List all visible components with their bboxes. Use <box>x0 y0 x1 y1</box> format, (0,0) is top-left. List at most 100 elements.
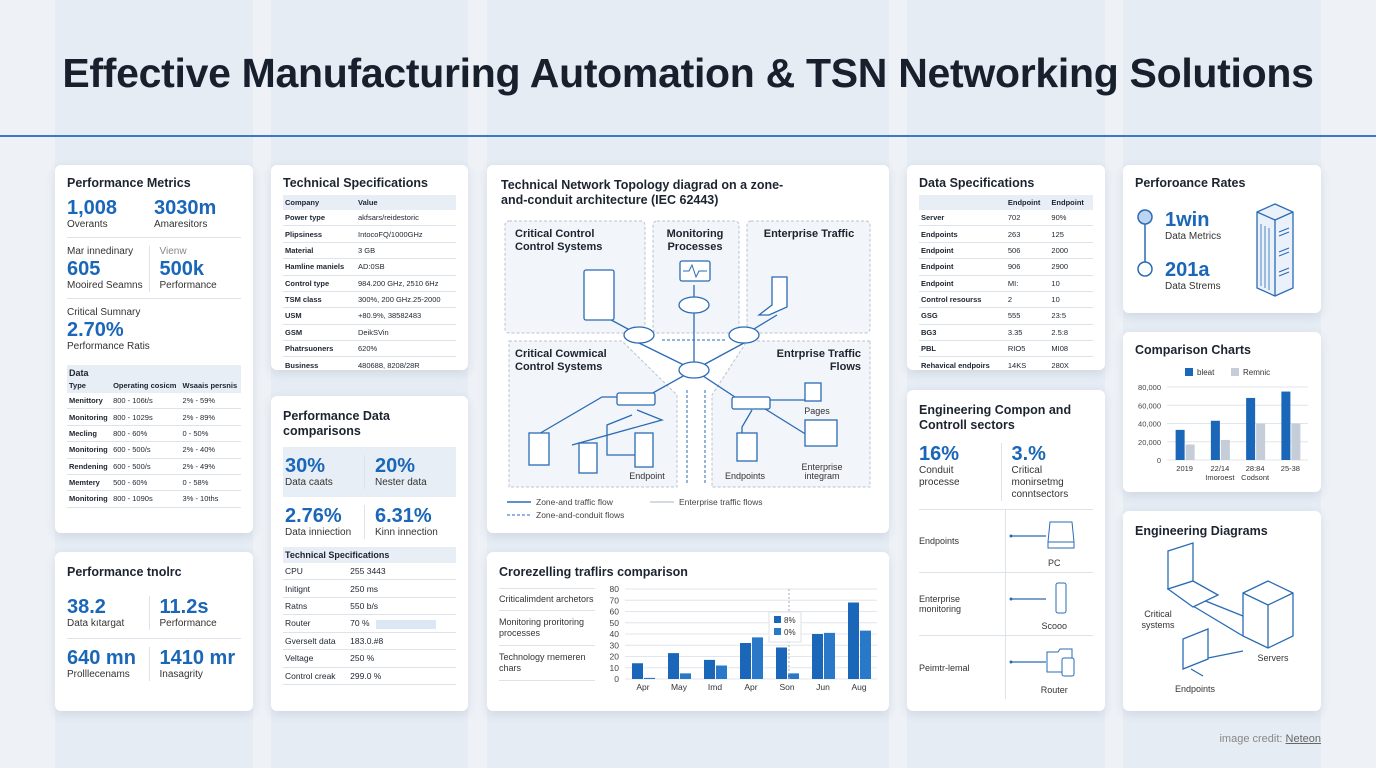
table-row: Endpoint 506 2000 <box>919 242 1093 260</box>
x-tick-label: Aug <box>851 682 866 692</box>
bar <box>788 673 799 679</box>
table-row: USM +80.9%, 38582483 <box>283 307 456 325</box>
table-cell: Mecling <box>67 425 112 443</box>
table-cell: 480688, 8208/28R <box>356 356 456 374</box>
table-row: Rendening 600 - 500/s 2% - 49% <box>67 458 241 475</box>
laptop-icon <box>757 276 788 316</box>
credit-prefix: image credit: <box>1219 733 1286 745</box>
bar <box>1185 444 1195 460</box>
x-tick-label: 2019 <box>1176 464 1193 473</box>
router-icon <box>623 326 655 344</box>
legend-label: bleat <box>1197 368 1215 377</box>
table-cell: 2% - 59% <box>180 393 241 410</box>
table-row: Menittory 800 - 106t/s 2% - 59% <box>67 393 241 410</box>
device-label: Endpoint <box>629 471 665 481</box>
image-credit: image credit: Neteon <box>1219 733 1321 745</box>
table-cell: Endpoint <box>919 242 1006 260</box>
metric-label: Overants <box>67 219 108 230</box>
legend-label: Remnic <box>1243 368 1270 377</box>
table-cell: Endpoint <box>919 275 1006 292</box>
table-cell: 70 % <box>348 614 456 633</box>
metric-label: Data inniection <box>285 527 352 538</box>
table-row: Hamline maniels AD:0SB <box>283 258 456 276</box>
metric-value: 2.70% <box>67 319 124 341</box>
table-cell: 90% <box>1049 210 1093 227</box>
bar <box>704 659 715 679</box>
router-icon <box>728 326 760 344</box>
table-cell: Control type <box>283 275 356 292</box>
metric-value: 500k <box>159 258 205 280</box>
table-row: Control resourss 2 10 <box>919 291 1093 309</box>
card-title: Crorezelling traflirs comparison <box>499 565 688 579</box>
table-cell: 800 - 1090s <box>111 490 181 508</box>
table-row: Material 3 GB <box>283 242 456 260</box>
specs-table: Company Value Power type akfsars/reidestor… <box>283 195 456 374</box>
table-cell: GSM <box>283 324 356 342</box>
card-title: Performance Metrics <box>67 176 191 190</box>
performance-metrics-card: Performance Metrics 1,008 Overants 3030m A… <box>55 165 253 533</box>
table-cell: MI: <box>1005 275 1050 292</box>
side-item: Technology rnemeren chars <box>499 646 595 681</box>
usb-icon <box>1009 582 1066 614</box>
table-cell: 263 <box>1005 225 1050 243</box>
legend-swatch <box>1185 368 1193 376</box>
router-icon <box>678 361 710 379</box>
table-row: Mecling 800 - 60% 0 - 50% <box>67 425 241 443</box>
table-row: PBL RIO5 MI08 <box>919 340 1093 358</box>
bar <box>860 630 871 679</box>
router-progress-bar <box>375 619 437 629</box>
table-cell: MI08 <box>1049 340 1093 358</box>
table-cell: 250 ms <box>348 579 456 598</box>
x-tick-label: 28:84 <box>1246 464 1265 473</box>
x-tick-label: 25-38 <box>1281 464 1300 473</box>
column-header: Wsaais persnis <box>180 378 241 393</box>
data-table: Data Type Operating cosicm Wsaais persnis … <box>67 365 241 508</box>
table-cell: 2% - 40% <box>180 441 241 459</box>
y-tick-label: 80,000 <box>1138 383 1161 392</box>
card-title: Engineering Diagrams <box>1135 524 1268 538</box>
x-tick-label: Apr <box>636 682 649 692</box>
plc-icon <box>528 432 550 466</box>
zone-label: Enterprise Traffic <box>764 228 854 240</box>
table-cell: 555 <box>1005 307 1050 325</box>
side-item: Monitoring proritoring processes <box>499 611 595 646</box>
table-cell: Rehavical endpoirs <box>919 356 1006 374</box>
device-label: PC <box>1047 558 1061 568</box>
table-cell: Power type <box>283 210 356 227</box>
table-cell: 10 <box>1049 275 1093 292</box>
component-row: Peimtr-lemal Router <box>919 636 1093 699</box>
y-tick-label: 20 <box>610 652 620 662</box>
table-cell: 600 - 500/s <box>111 441 181 459</box>
credit-link[interactable]: Neteon <box>1285 733 1321 745</box>
y-tick-label: 80 <box>610 584 620 594</box>
card-title: Comparison Charts <box>1135 343 1251 357</box>
x-tick-label: Imoroest <box>1205 473 1235 482</box>
table-cell: 500 - 60% <box>111 474 181 492</box>
table-cell: 600 - 500/s <box>111 458 181 475</box>
metric-label: Data Metrics <box>1165 231 1222 242</box>
bar <box>716 665 727 679</box>
y-tick-label: 50 <box>610 618 620 628</box>
table-row: Gverselt data 183.0.#8 <box>283 632 456 651</box>
bar <box>1220 439 1230 460</box>
table-cell: 3.35 <box>1005 324 1050 342</box>
table-row: Veltage 250 % <box>283 649 456 668</box>
engineering-components-card: Engineering Compon and Controll sectors … <box>907 390 1105 711</box>
table-row: Endpoint MI: 10 <box>919 275 1093 292</box>
table-cell: 800 - 60% <box>111 425 181 443</box>
zone-label: Critical Cowmical Control Systems <box>515 348 607 373</box>
metric-value: 6.31% <box>375 505 432 527</box>
bar <box>1246 397 1256 460</box>
server-icon <box>583 269 615 321</box>
table-cell: GSG <box>919 307 1006 325</box>
metric-value: 1410 mr <box>159 647 236 669</box>
table-cell: CPU <box>283 563 349 581</box>
table-row: Endpoint 906 2900 <box>919 258 1093 276</box>
table-cell: Initignt <box>283 579 349 598</box>
table-cell: 2000 <box>1049 242 1093 260</box>
table-cell: +80.9%, 38582483 <box>356 307 456 325</box>
y-tick-label: 20,000 <box>1138 438 1161 447</box>
pages-icon <box>804 382 822 402</box>
table-cell: 0 - 58% <box>180 474 241 492</box>
table-cell: 2% - 89% <box>180 408 241 426</box>
